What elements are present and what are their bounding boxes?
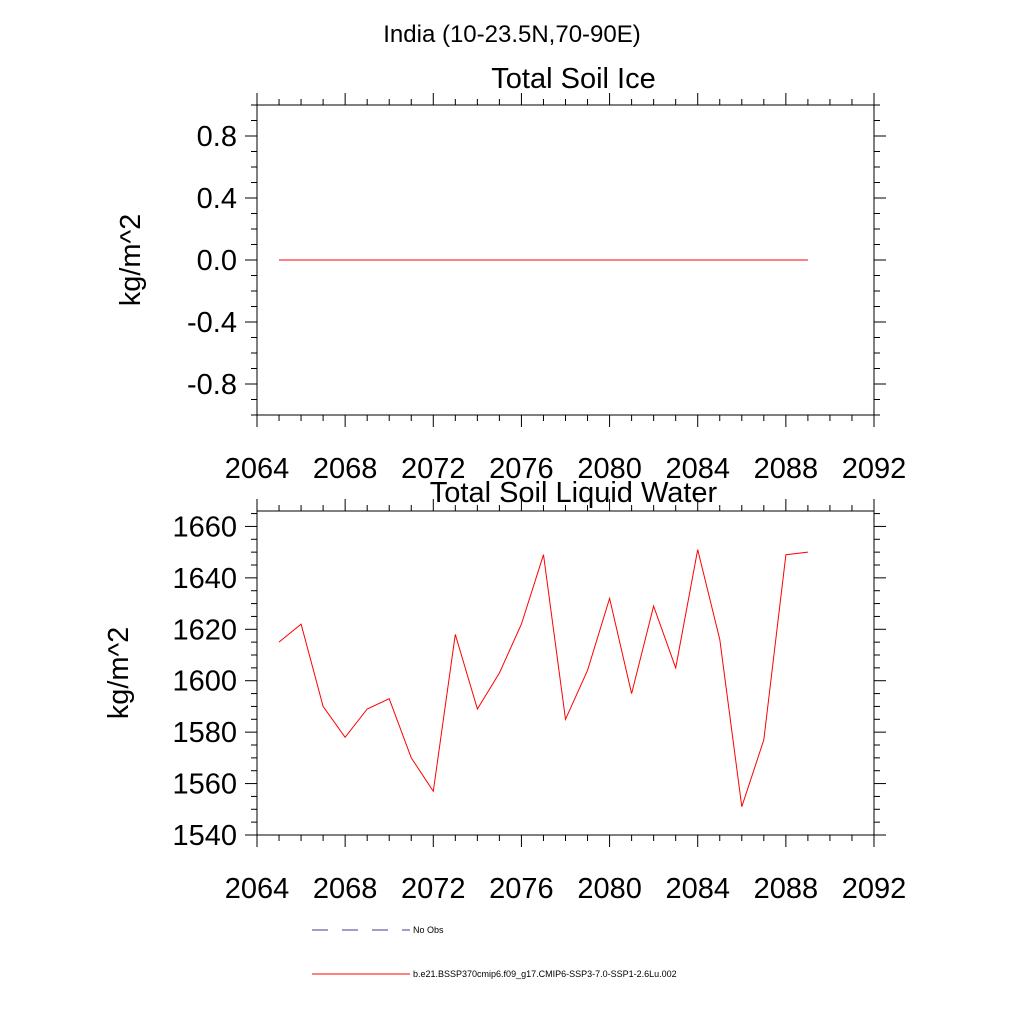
x-tick-label: 2072	[401, 453, 466, 485]
x-tick-label: 2084	[665, 873, 730, 905]
y-tick-label: 0.8	[197, 121, 237, 153]
x-tick-label: 2080	[577, 873, 642, 905]
legend-label-model-run: b.e21.BSSP370cmip6.f09_g17.CMIP6-SSP3-7.…	[413, 969, 677, 979]
y-axis-label: kg/m^2	[103, 627, 135, 720]
y-axis-label: kg/m^2	[115, 214, 147, 307]
x-tick-label: 2072	[401, 873, 466, 905]
y-tick-label: 1640	[172, 563, 237, 595]
chart-title: Total Soil Liquid Water	[430, 477, 718, 509]
panel-total-soil-ice: Total Soil Ice kg/m^2 2064 2068 2072 2076 2080…	[115, 63, 906, 485]
figure-title: India (10-23.5N,70-90E)	[383, 21, 640, 48]
series-line	[278, 549, 808, 807]
x-tick-label: 2076	[489, 873, 554, 905]
x-tick-label: 2088	[754, 873, 819, 905]
x-tick-label: 2076	[489, 453, 554, 485]
y-tick-label: 0.4	[197, 183, 237, 215]
y-tick-label: 1600	[172, 666, 237, 698]
x-tick-label: 2064	[225, 453, 290, 485]
legend: No Obs b.e21.BSSP370cmip6.f09_g17.CMIP6-…	[312, 925, 677, 979]
y-tick-label: 1660	[172, 511, 237, 543]
x-tick-label: 2068	[313, 873, 378, 905]
legend-label-no-obs: No Obs	[413, 925, 444, 935]
x-tick-label: 2064	[225, 873, 290, 905]
y-tick-label: 0.0	[197, 245, 237, 277]
y-tick-label: 1620	[172, 614, 237, 646]
x-tick-label: 2084	[665, 453, 730, 485]
panel-total-soil-liquid-water: Total Soil Liquid Water kg/m^2 2064 2068 207…	[103, 477, 906, 905]
y-tick-label: 1540	[172, 820, 237, 852]
x-tick-label: 2092	[842, 453, 907, 485]
y-tick-label: 1580	[172, 717, 237, 749]
x-tick-label: 2080	[577, 453, 642, 485]
y-tick-label: 1560	[172, 769, 237, 801]
y-tick-label: -0.4	[187, 307, 237, 339]
chart-title: Total Soil Ice	[491, 63, 655, 95]
y-tick-label: -0.8	[187, 369, 237, 401]
x-tick-label: 2088	[754, 453, 819, 485]
x-tick-label: 2068	[313, 453, 378, 485]
x-tick-label: 2092	[842, 873, 907, 905]
